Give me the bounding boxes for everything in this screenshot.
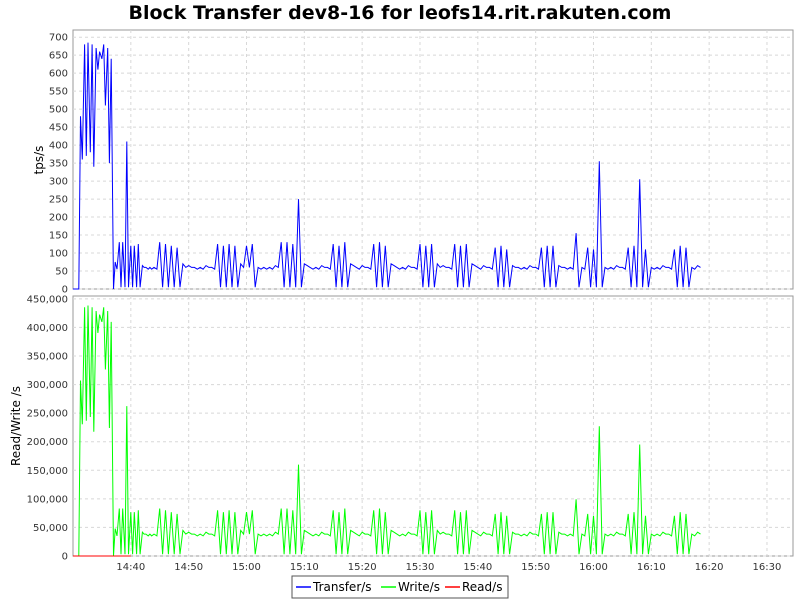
bottom-y-tick-label: 200,000 [27,437,68,448]
x-tick-label: 15:30 [406,562,435,573]
bottom-y-tick-label: 400,000 [27,323,68,334]
top-y-tick-label: 50 [55,267,68,278]
bottom-y-tick-label: 300,000 [27,380,68,391]
x-tick-label: 15:50 [521,562,550,573]
x-tick-label: 15:20 [348,562,377,573]
bottom-plot-area [72,295,794,557]
bottom-y-tick-label: 50,000 [33,523,68,534]
top-y-tick-label: 200 [49,213,68,224]
top-y-tick-label: 250 [49,195,68,206]
x-tick-label: 16:10 [637,562,666,573]
top-y-tick-labels: 0 50 100 150 200 250 300 350 400 450 500 550 600 650 7… [49,33,68,296]
legend-write-label: Write/s [398,580,440,594]
x-tick-label: 16:20 [695,562,724,573]
top-y-tick-label: 650 [49,51,68,62]
bottom-y-tick-label: 350,000 [27,352,68,363]
transfer-series-line [73,42,701,290]
bottom-series [73,305,701,557]
top-y-tick-label: 600 [49,69,68,80]
x-tick-label: 14:50 [174,562,203,573]
bottom-y-axis-label: Read/Write /s [9,386,23,466]
top-y-tick-label: 150 [49,231,68,242]
bottom-y-tick-label: 250,000 [27,409,68,420]
top-y-axis-label: tps/s [32,146,46,175]
x-tick-label: 15:40 [463,562,492,573]
legend-transfer-label: Transfer/s [312,580,372,594]
x-tick-label: 16:00 [579,562,608,573]
legend: Transfer/s Write/s Read/s [291,575,509,599]
write-series-line [73,305,701,557]
legend-box [291,575,509,599]
bottom-y-tick-label: 450,000 [27,294,68,305]
top-gridlines [73,30,793,290]
chart-title: Block Transfer dev8-16 for leofs14.rit.r… [129,2,672,24]
top-y-tick-label: 100 [49,249,68,260]
top-y-tick-label: 0 [62,285,68,296]
top-plot-area [72,29,794,290]
x-tick-label: 16:30 [753,562,782,573]
x-tick-label: 15:00 [232,562,261,573]
top-y-tick-label: 450 [49,123,68,134]
x-tick-label: 15:10 [290,562,319,573]
top-y-tick-label: 700 [49,33,68,44]
top-series [73,42,701,290]
legend-read-label: Read/s [462,580,502,594]
top-y-tick-label: 300 [49,177,68,188]
top-y-tick-label: 400 [49,141,68,152]
bottom-y-tick-label: 150,000 [27,466,68,477]
bottom-y-tick-label: 100,000 [27,494,68,505]
x-tick-label: 14:40 [116,562,145,573]
top-y-tick-label: 550 [49,87,68,98]
bottom-y-tick-labels: 0 50,000 100,000 150,000 200,000 250,000 300,0… [27,294,68,562]
top-y-tick-label: 500 [49,105,68,116]
bottom-y-tick-label: 0 [62,552,68,563]
x-tick-labels: 14:40 14:50 15:00 15:10 15:20 15:30 15:40 15:50… [116,562,781,573]
top-y-tick-label: 350 [49,159,68,170]
